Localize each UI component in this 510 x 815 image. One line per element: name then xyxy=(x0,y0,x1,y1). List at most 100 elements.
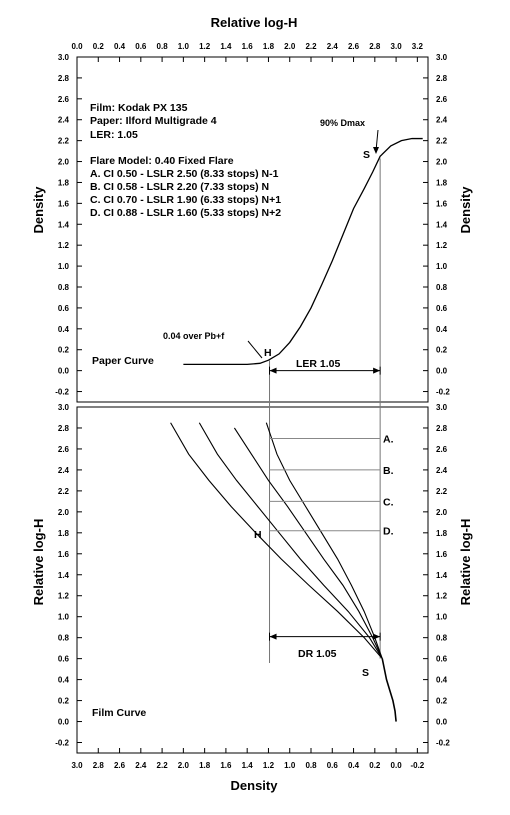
film-y-tick-label-left: 2.6 xyxy=(58,445,70,454)
film-y-tick-label-left: 2.2 xyxy=(58,487,70,496)
paper-x-tick-label: 0.4 xyxy=(114,42,126,51)
paper-plot-frame xyxy=(76,56,429,403)
legend-flare: Flare Model: 0.40 Fixed Flare xyxy=(90,155,234,167)
film-y-tick-label-left: 0.4 xyxy=(58,676,70,685)
paper-x-tick-label: 0.2 xyxy=(93,42,105,51)
paper-y-tick-label-right: 1.2 xyxy=(436,241,448,250)
film-y-tick-label-right: 0.8 xyxy=(436,634,448,643)
top-axis-title: Relative log-H xyxy=(211,15,298,30)
ler-arrow-head-left xyxy=(269,367,277,374)
film-y-tick-label-right: 2.4 xyxy=(436,466,448,475)
film-y-tick-label-left: 1.0 xyxy=(58,613,70,622)
paper-y-tick-label-right: 0.8 xyxy=(436,283,448,292)
paper-y-tick-label-right: 0.0 xyxy=(436,367,448,376)
film-y-tick-label-left: 0.6 xyxy=(58,655,70,664)
paper-x-tick-label: 2.0 xyxy=(284,42,296,51)
film-curve-3 xyxy=(198,422,383,659)
dr-arrow-head-right xyxy=(373,633,381,640)
film-y-tick-label-right: 1.4 xyxy=(436,571,448,580)
film-x-tick-label: 0.6 xyxy=(327,761,339,770)
row-marker-label: C. xyxy=(383,496,394,508)
paper-y-tick-label-left: 1.6 xyxy=(58,199,70,208)
film-y-tick-label-left: -0.2 xyxy=(55,739,69,748)
dmax-label: 90% Dmax xyxy=(320,118,365,128)
legend-paper: Paper: Ilford Multigrade 4 xyxy=(90,115,217,127)
paper-h-label: H xyxy=(264,347,272,359)
paper-x-tick-label: 1.0 xyxy=(178,42,190,51)
film-left-axis-title: Relative log-H xyxy=(31,519,46,606)
film-y-tick-label-right: 1.6 xyxy=(436,550,448,559)
film-x-tick-label: 0.0 xyxy=(391,761,403,770)
paper-y-tick-label-left: 0.6 xyxy=(58,304,70,313)
paper-y-tick-label-left: 2.6 xyxy=(58,95,70,104)
film-x-tick-label: 1.4 xyxy=(242,761,254,770)
film-y-tick-label-left: 2.8 xyxy=(58,424,70,433)
film-y-tick-label-left: 2.0 xyxy=(58,508,70,517)
legend-b: B. CI 0.58 - LSLR 2.20 (7.33 stops) N xyxy=(90,181,269,193)
film-x-tick-label: 0.8 xyxy=(305,761,317,770)
paper-y-tick-label-right: 2.6 xyxy=(436,95,448,104)
paper-y-tick-label-left: 1.2 xyxy=(58,241,70,250)
film-y-tick-label-right: -0.2 xyxy=(436,739,450,748)
paper-curve-label: Paper Curve xyxy=(92,355,154,367)
paper-y-tick-label-left: 2.8 xyxy=(58,74,70,83)
film-x-tick-label: 2.8 xyxy=(93,761,105,770)
film-s-label: S xyxy=(362,667,369,679)
film-y-tick-label-right: 0.0 xyxy=(436,718,448,727)
paper-y-tick-label-left: 0.8 xyxy=(58,283,70,292)
paper-x-tick-label: 2.4 xyxy=(327,42,339,51)
paper-y-tick-label-right: 2.2 xyxy=(436,137,448,146)
film-y-tick-label-right: 0.6 xyxy=(436,655,448,664)
film-y-tick-label-right: 2.0 xyxy=(436,508,448,517)
paper-y-tick-label-right: 0.6 xyxy=(436,304,448,313)
paper-x-tick-label: 0.0 xyxy=(71,42,83,51)
paper-x-tick-label: 1.2 xyxy=(199,42,211,51)
film-plot-frame xyxy=(76,406,429,754)
ler-range-label: LER 1.05 xyxy=(296,358,341,370)
paper-x-tick-label: 1.4 xyxy=(220,42,232,51)
paper-ticks: 0.0 0.2 0.4 0.6 0.8 1.0 1.2 1.4 1.6 1.8 2.0 2.2 2.4 2… xyxy=(55,42,450,397)
film-x-tick-label: -0.2 xyxy=(410,761,424,770)
film-y-tick-label-right: 2.8 xyxy=(436,424,448,433)
film-y-tick-label-right: 1.8 xyxy=(436,529,448,538)
film-x-tick-label: 0.2 xyxy=(369,761,381,770)
film-x-tick-label: 1.6 xyxy=(220,761,232,770)
paper-y-tick-label-right: 2.8 xyxy=(436,74,448,83)
paper-x-tick-label: 0.8 xyxy=(157,42,169,51)
film-curve-4 xyxy=(170,422,383,659)
paper-y-tick-label-right: 1.8 xyxy=(436,178,448,187)
row-marker-label: B. xyxy=(383,465,394,477)
dr-arrow-head-left xyxy=(269,633,277,640)
paper-y-tick-label-left: 2.2 xyxy=(58,137,70,146)
legend-c: C. CI 0.70 - LSLR 1.90 (6.33 stops) N+1 xyxy=(90,194,281,206)
film-y-tick-label-right: 1.2 xyxy=(436,592,448,601)
over-base-label: 0.04 over Pb+f xyxy=(163,331,225,341)
paper-y-tick-label-right: 0.4 xyxy=(436,325,448,334)
ler-arrow-head-right xyxy=(373,367,381,374)
film-plot: Film Curve H S DR 1.05 A.B.C.D. xyxy=(92,422,397,722)
paper-y-tick-label-right: 3.0 xyxy=(436,53,448,62)
paper-y-tick-label-left: 0.4 xyxy=(58,325,70,334)
paper-left-axis-title: Density xyxy=(31,186,46,234)
paper-y-tick-label-right: 2.0 xyxy=(436,158,448,167)
legend-film: Film: Kodak PX 135 xyxy=(90,102,188,114)
film-y-tick-label-left: 1.8 xyxy=(58,529,70,538)
film-x-tick-label: 0.4 xyxy=(348,761,360,770)
film-y-tick-label-left: 3.0 xyxy=(58,403,70,412)
paper-y-tick-label-right: 1.6 xyxy=(436,199,448,208)
paper-x-tick-label: 1.6 xyxy=(242,42,254,51)
film-x-tick-label: 1.0 xyxy=(284,761,296,770)
paper-y-tick-label-left: 3.0 xyxy=(58,53,70,62)
film-toe-line xyxy=(381,658,397,722)
paper-x-tick-label: 2.6 xyxy=(348,42,360,51)
dr-range-label: DR 1.05 xyxy=(298,648,337,660)
paper-y-tick-label-left: 2.4 xyxy=(58,116,70,125)
film-y-tick-label-right: 2.2 xyxy=(436,487,448,496)
paper-curve-line xyxy=(183,137,423,366)
film-y-tick-label-right: 0.2 xyxy=(436,697,448,706)
paper-x-tick-label: 2.2 xyxy=(305,42,317,51)
paper-y-tick-label-left: 0.0 xyxy=(58,367,70,376)
legend-ler: LER: 1.05 xyxy=(90,129,138,141)
film-right-axis-title: Relative log-H xyxy=(458,519,473,606)
